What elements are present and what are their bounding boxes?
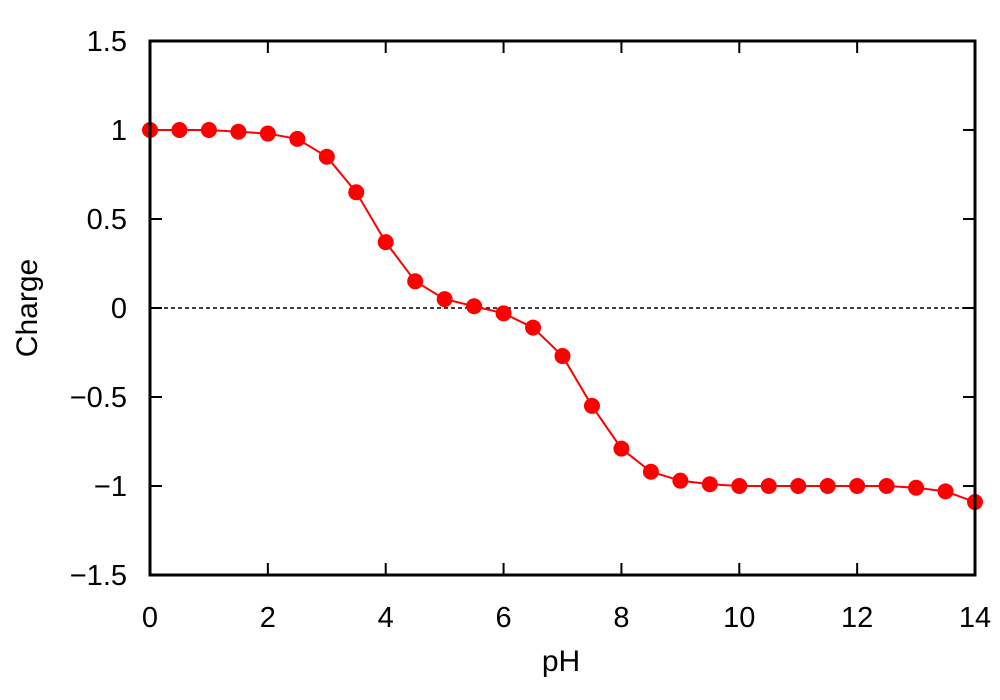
data-point: [259, 125, 276, 142]
data-point: [672, 472, 689, 489]
y-tick-label: 1: [111, 115, 127, 147]
series-group: [142, 122, 983, 511]
data-point: [760, 478, 777, 494]
plot-frame: [148, 39, 977, 577]
data-point: [289, 130, 306, 147]
x-ticks-group: 0 2 4 6 8 10 12 14: [142, 41, 991, 634]
x-tick-label: 2: [260, 602, 276, 634]
data-point: [348, 184, 365, 201]
data-point: [377, 234, 394, 251]
data-point: [937, 483, 954, 500]
y-tick-label: 0.5: [87, 204, 127, 236]
data-point: [436, 291, 453, 308]
y-tick-label: −1: [94, 471, 127, 503]
x-tick-label: 4: [378, 602, 394, 634]
data-point: [230, 123, 247, 140]
x-tick-label: 14: [959, 602, 991, 634]
data-point: [583, 397, 600, 414]
y-tick-label: −0.5: [70, 382, 127, 414]
data-point: [200, 122, 217, 138]
data-point: [790, 478, 807, 494]
data-point: [466, 298, 483, 315]
data-point: [407, 273, 424, 290]
data-point: [318, 148, 335, 165]
data-point: [701, 476, 718, 493]
data-point: [819, 478, 836, 494]
y-tick-label: −1.5: [70, 560, 127, 592]
x-tick-label: 12: [841, 602, 873, 634]
y-tick-label: 1.5: [87, 26, 127, 58]
y-tick-label: 0: [111, 293, 127, 325]
x-tick-label: 10: [723, 602, 755, 634]
data-point: [525, 319, 542, 336]
y-ticks-group: −1.5 −1 −0.5 0 0.5 1 1.5: [70, 26, 975, 592]
series-line: [150, 129, 976, 503]
x-tick-label: 8: [613, 602, 629, 634]
x-tick-label: 0: [142, 602, 158, 634]
data-point: [908, 479, 925, 496]
data-point: [171, 122, 188, 138]
data-point: [495, 305, 512, 322]
data-point: [849, 478, 866, 494]
data-point: [642, 463, 659, 480]
y-axis-title: Charge: [11, 259, 44, 357]
data-point: [554, 348, 571, 365]
data-point: [731, 478, 748, 494]
data-point: [878, 478, 895, 494]
x-axis-title: pH: [542, 645, 580, 678]
data-point: [613, 440, 630, 457]
x-tick-label: 6: [496, 602, 512, 634]
